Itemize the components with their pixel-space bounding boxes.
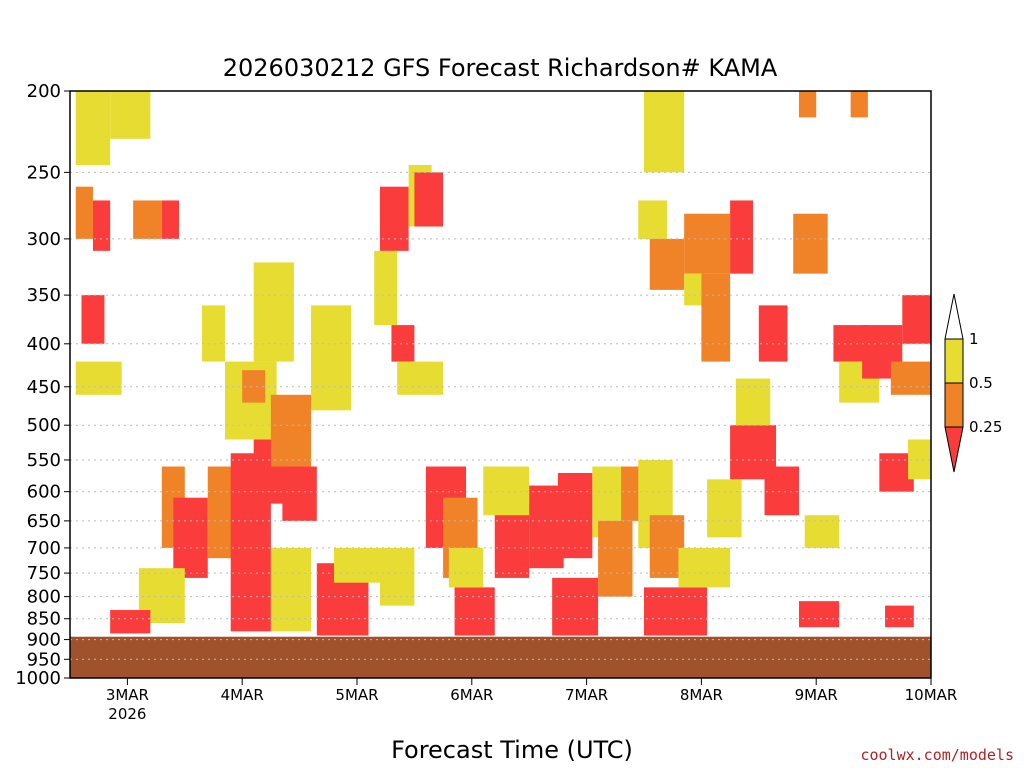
- ri-region-22: [270, 547, 312, 632]
- legend-label-0: 1: [969, 330, 979, 348]
- chart-title: 2026030212 GFS Forecast Richardson# KAMA: [223, 54, 778, 82]
- y-tick-label-600: 600: [27, 482, 61, 503]
- y-tick-label-650: 650: [27, 511, 61, 532]
- x-tick-label-7MAR: 7MAR: [565, 686, 608, 704]
- ri-region-68: [902, 295, 931, 344]
- y-tick-label-350: 350: [27, 285, 61, 306]
- y-tick-label-500: 500: [27, 415, 61, 436]
- ri-region-62: [798, 601, 840, 628]
- y-tick-label-750: 750: [27, 563, 61, 584]
- x-tick-label-8MAR: 8MAR: [680, 686, 723, 704]
- legend-label-1: 0.5: [969, 374, 993, 392]
- ri-region-34: [454, 587, 495, 636]
- x-axis-label: Forecast Time (UTC): [391, 736, 633, 764]
- ri-region-17: [242, 370, 266, 403]
- ri-region-31: [379, 547, 415, 606]
- x-tick-label-6MAR: 6MAR: [450, 686, 493, 704]
- ri-region-7: [161, 200, 180, 239]
- y-tick-label-900: 900: [27, 630, 61, 651]
- ri-region-54: [678, 547, 731, 588]
- y-tick-label-950: 950: [27, 649, 61, 670]
- ri-region-35: [448, 547, 484, 588]
- legend-swatch-2: [944, 382, 964, 428]
- x-tick-label-4MAR: 4MAR: [221, 686, 264, 704]
- x-tick-sublabel-3MAR: 2026: [108, 705, 146, 723]
- ri-region-5: [75, 361, 122, 395]
- credit-text: coolwx.com/models: [860, 746, 1014, 764]
- y-tick-label-800: 800: [27, 587, 61, 608]
- ri-region-21: [253, 262, 294, 362]
- ri-region-59: [758, 305, 788, 362]
- colorbar-legend: 1 0.5 0.25: [944, 293, 1002, 473]
- y-tick-label-400: 400: [27, 334, 61, 355]
- ri-region-2: [75, 186, 93, 239]
- ri-region-42: [598, 520, 633, 597]
- ri-region-12: [202, 305, 225, 362]
- ri-region-58: [707, 479, 742, 538]
- ri-region-28: [414, 172, 444, 227]
- richardson-regions: [75, 91, 931, 636]
- ri-region-53: [644, 587, 708, 636]
- y-tick-label-550: 550: [27, 450, 61, 471]
- ri-region-71: [798, 91, 817, 118]
- ri-region-45: [638, 200, 667, 239]
- ri-region-20: [311, 305, 352, 411]
- ri-region-26: [379, 186, 409, 251]
- plot-frame: [69, 90, 932, 679]
- ri-region-56: [735, 378, 771, 426]
- ri-region-44: [644, 91, 685, 173]
- ri-region-66: [890, 361, 931, 395]
- ri-region-72: [850, 91, 868, 118]
- ri-region-61: [804, 515, 840, 548]
- ri-region-50: [701, 273, 731, 362]
- ri-region-36: [494, 503, 530, 578]
- legend-label-2: 0.25: [969, 418, 1002, 436]
- ri-region-30: [397, 361, 444, 395]
- ri-region-6: [133, 200, 162, 239]
- ri-region-3: [92, 200, 111, 251]
- x-tick-label-5MAR: 5MAR: [335, 686, 378, 704]
- y-tick-label-850: 850: [27, 609, 61, 630]
- legend-swatch-0: [944, 293, 964, 340]
- legend-swatch-3: [944, 426, 964, 473]
- y-tick-label-450: 450: [27, 377, 61, 398]
- y-axis: 200 250 300 350 400 450 500 550 600 650 700 750 8008…: [15, 81, 70, 689]
- ri-region-24: [334, 547, 380, 583]
- ri-region-37: [483, 466, 530, 516]
- y-tick-label-250: 250: [27, 162, 61, 183]
- ri-region-70: [885, 605, 914, 628]
- terrain-fill: [70, 636, 931, 678]
- y-tick-label-300: 300: [27, 229, 61, 250]
- ri-region-49: [730, 200, 754, 274]
- ri-region-57: [764, 466, 799, 516]
- ri-region-39: [557, 472, 593, 559]
- ri-region-18: [270, 394, 312, 467]
- ri-region-69: [908, 439, 931, 480]
- plot-area: [69, 90, 932, 679]
- ri-region-47: [684, 213, 731, 274]
- y-tick-label-700: 700: [27, 538, 61, 559]
- ri-region-29: [391, 325, 415, 362]
- x-tick-label-9MAR: 9MAR: [795, 686, 838, 704]
- y-tick-label-1000: 1000: [15, 668, 61, 689]
- ri-region-19: [282, 466, 317, 521]
- ri-region-46: [649, 238, 685, 290]
- ri-region-40: [552, 577, 599, 636]
- x-tick-label-10MAR: 10MAR: [905, 686, 958, 704]
- plot-background: [70, 91, 931, 678]
- legend-swatch-1: [944, 338, 964, 384]
- y-tick-label-200: 200: [27, 81, 61, 102]
- ri-region-11: [110, 610, 151, 634]
- ri-region-4: [81, 295, 105, 344]
- x-tick-label-3MAR: 3MAR: [106, 686, 149, 704]
- ri-region-1: [110, 91, 151, 139]
- ri-region-0: [75, 91, 111, 166]
- ri-region-9: [173, 497, 208, 578]
- ri-region-60: [793, 213, 828, 274]
- ri-region-25: [374, 250, 398, 326]
